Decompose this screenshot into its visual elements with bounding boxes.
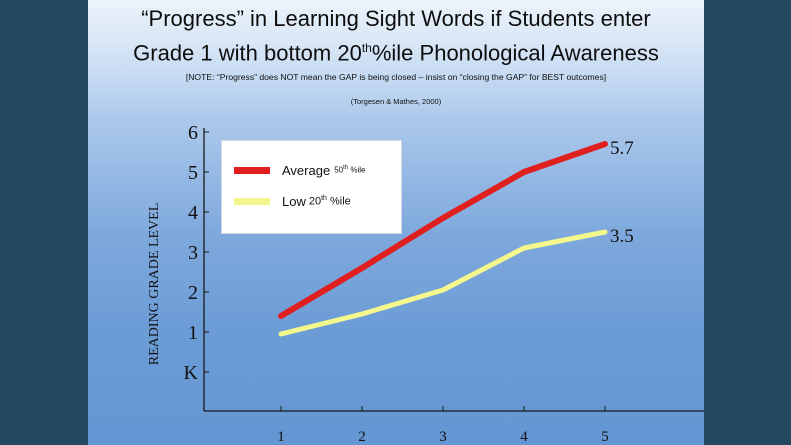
legend-pct-low-num: 20 (308, 195, 322, 208)
data-point-low (279, 332, 283, 336)
x-tick-label: 3 (439, 429, 447, 445)
title-line-2-end: %ile Phonological Awareness (371, 40, 659, 66)
data-point-low (441, 288, 445, 292)
data-point-low (360, 312, 364, 316)
legend-item-average: Average 50th %ile (234, 160, 365, 180)
series-line-low (278, 229, 608, 337)
chart-citation: (Torgesen & Mathes, 2000) (350, 97, 442, 106)
y-tick-label: 2 (188, 282, 198, 304)
legend-label-low: Low (282, 193, 306, 209)
legend-pct-average-sup: th (343, 165, 349, 172)
data-point-average (522, 170, 526, 174)
x-tick-label: 1 (277, 429, 285, 445)
slide: “Progress” in Learning Sight Words if St… (88, 0, 704, 445)
legend-pct-average-num: 50 (334, 165, 344, 175)
legend-item-low: Low 20th %ile (234, 191, 351, 211)
data-point-average (441, 216, 445, 220)
end-value-label-average: 5.7 (610, 138, 634, 159)
title-superscript: th (361, 41, 372, 55)
data-point-low (522, 246, 526, 250)
legend-pct-average-tail: %ile (350, 165, 366, 175)
y-tick-label: 5 (188, 162, 198, 184)
chart-legend: Average 50th %ile Low 20th %ile (221, 140, 402, 234)
y-tick-label: 3 (188, 242, 198, 264)
y-tick-label: 1 (188, 322, 198, 344)
legend-pct-low: 20th %ile (309, 195, 351, 208)
y-axis-label: READING GRADE LEVEL (147, 203, 162, 366)
chart-title-line-2: Grade 1 with bottom 20th%ile Phonologica… (88, 33, 704, 68)
legend-swatch-low (234, 197, 270, 205)
y-tick-label: 4 (188, 202, 198, 224)
x-tick-label: 5 (601, 429, 609, 445)
title-line-2-start: Grade 1 with bottom 20 (133, 40, 362, 66)
x-tick-label: 2 (358, 429, 366, 445)
legend-label-average: Average (282, 162, 331, 178)
legend-pct-low-sup: th (321, 194, 327, 202)
data-point-average (603, 142, 607, 146)
y-tick-label: K (184, 362, 199, 384)
legend-pct-low-tail: %ile (330, 195, 351, 208)
data-point-average (279, 314, 283, 318)
data-point-low (603, 230, 607, 234)
chart-title-line-1: “Progress” in Learning Sight Words if St… (141, 6, 651, 31)
legend-swatch-average (234, 166, 270, 174)
end-value-label-low: 3.5 (610, 226, 634, 247)
data-point-average (360, 266, 364, 270)
line-chart: K 1 2 3 4 5 6 1 2 3 4 5 READING GRADE LEVEL 5.7 3.5 (147, 122, 704, 445)
y-tick-label: 6 (188, 122, 198, 144)
legend-pct-average: 50th %ile (334, 165, 365, 175)
x-tick-label: 4 (520, 429, 528, 445)
chart-note: [NOTE: “Progress” does NOT mean the GAP … (185, 72, 607, 82)
